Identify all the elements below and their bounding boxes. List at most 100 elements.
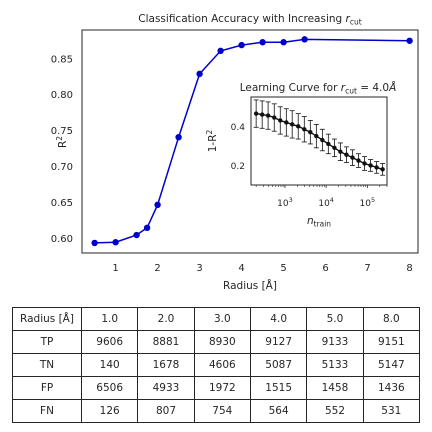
main-plot-frame [81, 29, 419, 254]
inset-series-line [255, 112, 383, 171]
main-data-point [143, 224, 151, 232]
confusion-table: Radius [Å] 1.0 2.0 3.0 4.0 5.0 8.0 TP 96… [12, 307, 421, 423]
main-series [91, 36, 413, 247]
table-cell: 5087 [249, 353, 308, 377]
main-data-point [238, 41, 245, 49]
inset-data-point [302, 127, 307, 132]
table-row-label: FN [12, 399, 82, 423]
inset-data-point [320, 137, 325, 143]
main-data-point [91, 239, 98, 247]
table-cell: 552 [306, 399, 364, 423]
table-cell: 754 [193, 399, 251, 423]
table-cell: 1972 [193, 376, 251, 400]
table-cell: 9127 [249, 330, 308, 354]
main-x-tick-label: 6 [322, 263, 328, 274]
main-x-tick-labels: 1 2 3 4 5 6 7 8 [112, 263, 412, 274]
table-header-cell: 8.0 [362, 307, 421, 331]
table-header-cell: 3.0 [193, 307, 251, 331]
table-cell: 8881 [137, 330, 195, 354]
table-cell: 126 [80, 399, 139, 423]
table-cell: 9606 [80, 330, 139, 354]
inset-data-point [265, 113, 271, 118]
figure: Classification Accuracy with Increasing … [51, 13, 419, 292]
table-header-cell: 2.0 [137, 307, 195, 331]
table-row-label: TP [12, 330, 82, 354]
main-data-point [154, 201, 161, 209]
inset-data-point [362, 161, 367, 166]
inset-data-point [326, 141, 331, 147]
main-data-point [259, 39, 266, 46]
main-y-tick-label: 0.80 [51, 90, 73, 101]
table-row-fp: FP 6506 4933 1972 1515 1458 1436 [12, 376, 421, 400]
inset-y-axis-label: 1-R2 [205, 130, 219, 153]
inset-data-point [289, 122, 295, 127]
main-x-tick-label: 4 [238, 263, 244, 274]
table-cell: 9133 [306, 330, 364, 354]
inset-title: Learning Curve for rcut = 4.0Å [240, 81, 397, 96]
table-cell: 564 [249, 399, 308, 423]
table-cell: 1678 [137, 353, 195, 377]
main-data-point [280, 39, 287, 46]
table-cell: 531 [362, 399, 421, 423]
main-data-point [133, 231, 140, 239]
table-cell: 807 [137, 399, 195, 423]
main-data-point [196, 70, 203, 78]
inset-data-point [296, 124, 301, 129]
inset-plot-frame [250, 96, 388, 186]
main-x-tick-label: 3 [196, 263, 202, 274]
table-cell: 1458 [306, 376, 364, 400]
table-header-cell: 4.0 [249, 307, 308, 331]
main-y-tick-labels: 0.60 0.65 0.70 0.75 0.80 0.85 [51, 54, 73, 245]
inset-data-point [314, 133, 319, 139]
inset-data-point [284, 120, 289, 125]
table-cell: 140 [80, 353, 139, 377]
inset-x-axis-label: ntrain [307, 215, 331, 229]
table-cell: 4933 [137, 376, 195, 400]
main-x-tick-label: 1 [112, 263, 118, 274]
inset-x-tick-label: 105 [360, 196, 376, 209]
inset-x-tick-labels: 103 104 105 [255, 185, 388, 209]
table-cell: 4606 [193, 353, 251, 377]
main-data-point [217, 47, 224, 55]
inset-y-tick-labels: 0.2 0.4 [231, 123, 246, 172]
main-data-point [301, 36, 308, 43]
main-data-point [112, 239, 119, 246]
table-cell: 5133 [306, 353, 364, 377]
inset-data-point [308, 130, 313, 135]
table-cell: 6506 [80, 376, 139, 400]
inset-data-point [344, 152, 349, 157]
main-x-tick-label: 7 [364, 263, 370, 274]
inset-x-tick-label: 103 [277, 196, 293, 209]
table-header-row: Radius [Å] 1.0 2.0 3.0 4.0 5.0 8.0 [12, 307, 421, 331]
inset-data-point [259, 112, 265, 117]
main-y-tick-label: 0.70 [51, 162, 73, 173]
table-header-cell: Radius [Å] [12, 307, 82, 331]
table-header-cell: 5.0 [306, 307, 364, 331]
main-x-tick-label: 8 [406, 263, 412, 274]
main-chart-title: Classification Accuracy with Increasing … [138, 13, 361, 27]
table-row-fn: FN 126 807 754 564 552 531 [12, 399, 421, 423]
inset-y-tick-label: 0.4 [231, 123, 246, 133]
table-row-tn: TN 140 1678 4606 5087 5133 5147 [12, 353, 421, 377]
table-cell: 5147 [362, 353, 421, 377]
table-cell: 1515 [249, 376, 308, 400]
inset-data-point [272, 115, 277, 120]
inset-series [253, 99, 386, 176]
main-x-tick-label: 5 [280, 263, 286, 274]
inset-data-point [338, 149, 343, 154]
inset-y-tick-label: 0.2 [231, 162, 245, 172]
inset-data-point [350, 155, 355, 160]
main-x-axis-label: Radius [Å] [223, 279, 277, 292]
inset-data-point [356, 158, 361, 163]
main-y-tick-label: 0.85 [51, 54, 73, 65]
inset-data-point [278, 118, 283, 123]
table-cell: 1436 [362, 376, 421, 400]
inset-data-point [332, 145, 337, 151]
inset-data-point [368, 163, 373, 168]
main-y-tick-label: 0.75 [51, 126, 73, 137]
main-y-tick-label: 0.60 [51, 234, 73, 245]
table-header-cell: 1.0 [80, 307, 139, 331]
table-row-label: TN [12, 353, 82, 377]
main-x-tick-label: 2 [154, 263, 160, 274]
inset-data-point [380, 167, 385, 172]
